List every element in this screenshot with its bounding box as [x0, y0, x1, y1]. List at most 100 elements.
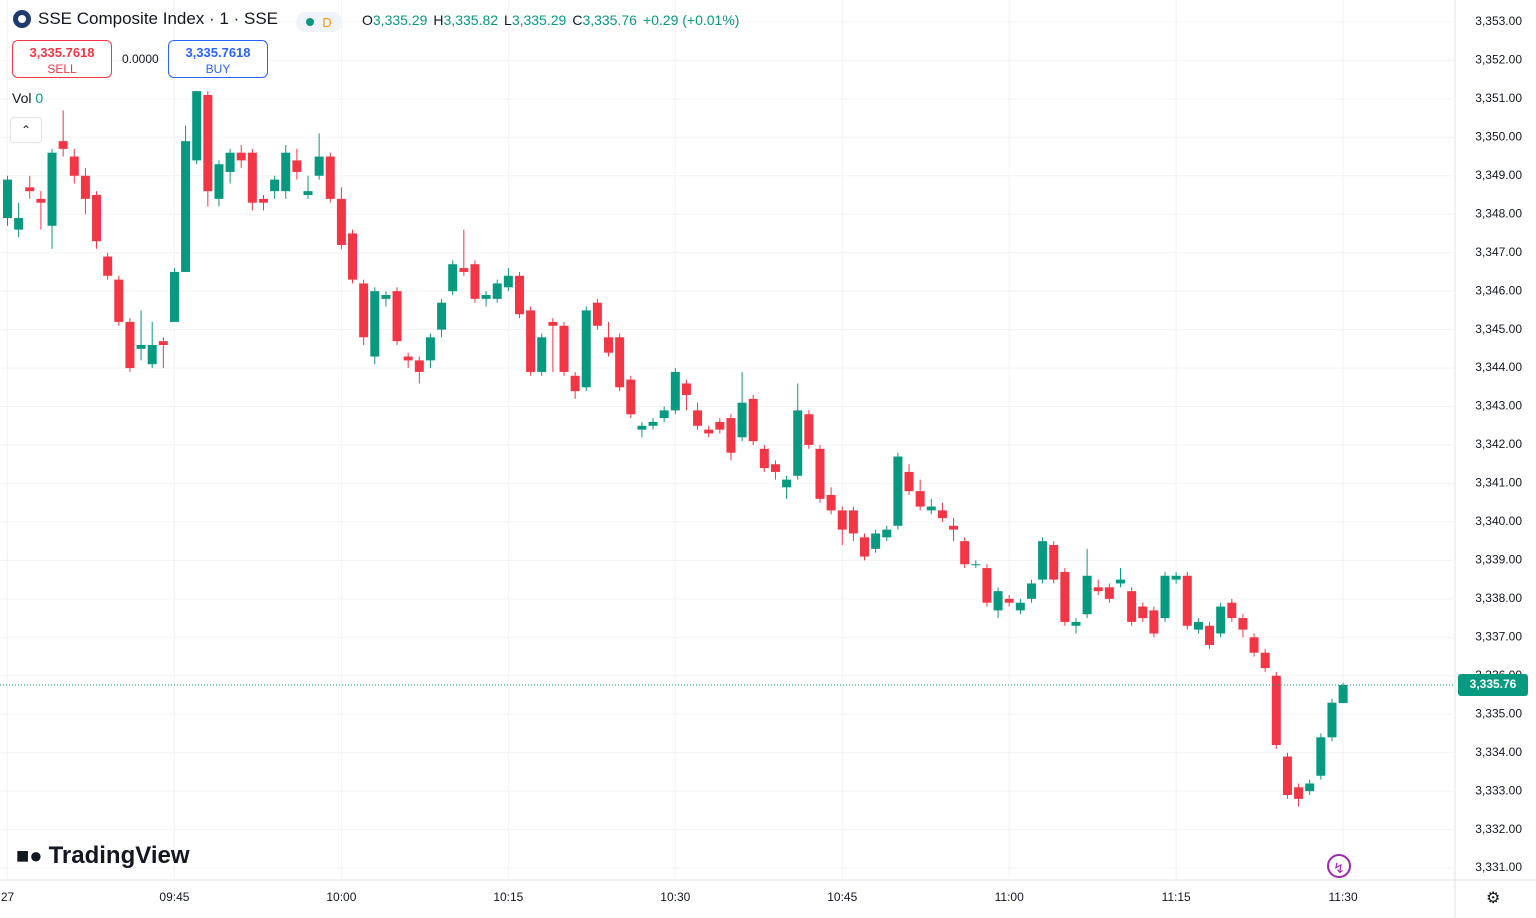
candle-body [1171, 575, 1181, 580]
candle-body [759, 448, 769, 469]
candle-body [704, 429, 714, 434]
candle-body [1026, 583, 1036, 599]
candle-body [1316, 737, 1326, 776]
ohlc-label: L [504, 12, 512, 28]
buy-button[interactable]: 3,335.7618 BUY [168, 40, 268, 78]
candle-body [348, 233, 358, 280]
ohlc-item: L3,335.29 [504, 12, 566, 28]
buy-price: 3,335.7618 [185, 45, 251, 60]
y-tick-label: 3,344.00 [1475, 360, 1522, 374]
candle-body [1082, 575, 1092, 615]
candle-body [837, 510, 847, 530]
candle-body [681, 383, 691, 395]
candle-body [548, 321, 558, 326]
candle-body [1216, 606, 1226, 634]
candle-body [192, 91, 202, 161]
volume-value: 0 [35, 90, 44, 106]
candle-body [258, 198, 268, 203]
lightning-button[interactable]: ↯ [1327, 854, 1351, 878]
brand-logo: ■● TradingView [16, 842, 190, 870]
candle-body [414, 360, 424, 372]
y-tick-label: 3,338.00 [1475, 591, 1522, 605]
y-tick-label: 3,348.00 [1475, 206, 1522, 220]
candle-body [581, 310, 591, 388]
candle-body [58, 141, 68, 149]
candle-body [860, 537, 870, 557]
badge-text: D [322, 14, 332, 30]
candle-body [726, 418, 736, 453]
candle-body [526, 310, 536, 372]
ohlc-item: C3,335.76 [572, 12, 637, 28]
candle-body [559, 325, 569, 372]
candle-body [971, 564, 981, 566]
candle-body [1305, 783, 1315, 792]
candle-body [570, 375, 580, 392]
candle-body [748, 398, 758, 442]
candle-body [793, 410, 803, 476]
candle-body [47, 152, 57, 226]
candle-body [36, 198, 46, 203]
candle-body [1282, 756, 1292, 795]
symbol-header[interactable]: SSE Composite Index · 1 · SSE [12, 9, 278, 29]
candle-body [1238, 618, 1248, 630]
candle-body [281, 152, 291, 192]
x-tick-label: 10:00 [326, 890, 356, 904]
candle-body [1093, 587, 1103, 592]
candle-body [993, 591, 1003, 611]
y-tick-label: 3,352.00 [1475, 53, 1522, 67]
candle-body [615, 337, 625, 388]
candle-body [693, 410, 703, 426]
x-tick-label: 10:15 [493, 890, 523, 904]
candle-body [871, 533, 881, 549]
y-tick-label: 3,353.00 [1475, 14, 1522, 28]
ohlc-value: 3,335.76 [582, 12, 637, 28]
interval-badge[interactable]: D [296, 12, 342, 32]
candle-body [314, 156, 324, 176]
candle-body [169, 271, 179, 322]
candle-body [1015, 602, 1025, 611]
candle-body [804, 414, 814, 445]
sell-button[interactable]: 3,335.7618 SELL [12, 40, 112, 78]
candle-body [1249, 637, 1259, 653]
candle-body [982, 568, 992, 603]
y-tick-label: 3,333.00 [1475, 783, 1522, 797]
y-tick-label: 3,343.00 [1475, 399, 1522, 413]
last-price-label: 3,335.76 [1470, 677, 1517, 691]
candle-body [1271, 675, 1281, 745]
candle-body [425, 337, 435, 361]
collapse-button[interactable]: ⌃ [10, 117, 42, 143]
candle-body [1004, 598, 1014, 603]
candle-body [815, 448, 825, 499]
y-tick-label: 3,346.00 [1475, 283, 1522, 297]
candle-body [303, 191, 313, 195]
sell-label: SELL [47, 62, 77, 76]
settings-button[interactable]: ⚙ [1486, 890, 1501, 907]
candle-body [1049, 545, 1059, 580]
y-tick-label: 3,350.00 [1475, 129, 1522, 143]
ohlc-value: 3,335.82 [443, 12, 499, 28]
candle-body [592, 302, 602, 326]
volume-legend: Vol 0 [12, 90, 43, 106]
candle-body [1327, 702, 1337, 738]
y-tick-label: 3,351.00 [1475, 91, 1522, 105]
x-tick-label: 09:45 [159, 890, 189, 904]
candle-body [937, 510, 947, 519]
candle-body [782, 479, 792, 488]
candle-body [1138, 606, 1148, 619]
candle-body [92, 195, 102, 242]
x-tick-label: 10:30 [660, 890, 690, 904]
candle-body [1227, 602, 1237, 619]
y-tick-label: 3,335.00 [1475, 706, 1522, 720]
logo-mark: ■● [16, 843, 43, 868]
x-tick-label: 11:00 [995, 890, 1024, 904]
candle-body [1205, 625, 1215, 645]
ohlc-label: O [362, 12, 373, 28]
candle-body [626, 379, 636, 415]
candle-body [1104, 587, 1114, 599]
candle-body [960, 541, 970, 565]
candle-body [158, 341, 168, 345]
candle-body [114, 279, 124, 322]
candle-body [904, 471, 914, 492]
candle-body [1038, 541, 1048, 580]
